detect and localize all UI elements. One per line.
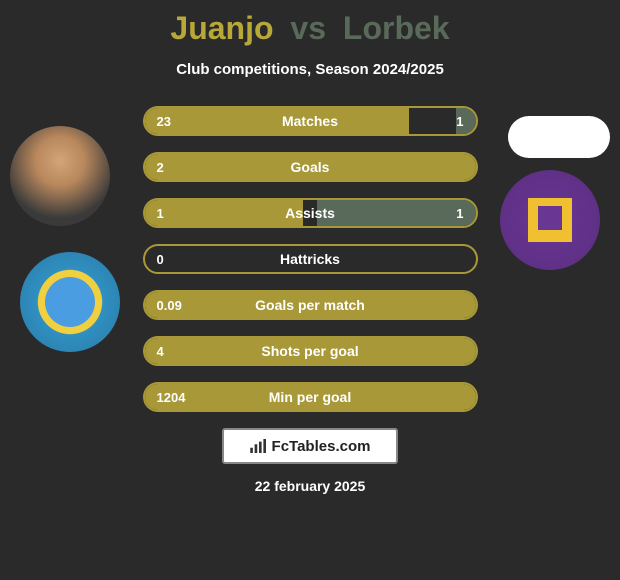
stat-value-left: 0.09: [157, 298, 182, 313]
stat-row: 1204 Min per goal: [143, 382, 478, 412]
stat-fill-left: [145, 108, 410, 134]
stat-value-left: 1: [157, 206, 164, 221]
stat-row: 0 Hattricks: [143, 244, 478, 274]
subtitle: Club competitions, Season 2024/2025: [0, 61, 620, 78]
club-badge-inner: [528, 198, 572, 242]
stat-value-left: 2: [157, 160, 164, 175]
stat-label: Hattricks: [280, 251, 340, 267]
brand-logo: FcTables.com: [222, 428, 398, 464]
player1-name: Juanjo: [170, 10, 273, 46]
stat-row: 0.09 Goals per match: [143, 290, 478, 320]
stat-label: Goals per match: [255, 297, 365, 313]
vs-text: vs: [290, 10, 326, 46]
stat-label: Min per goal: [269, 389, 351, 405]
player2-club-badge: [500, 170, 600, 270]
player2-avatar: [508, 116, 610, 158]
stat-row: 2 Goals: [143, 152, 478, 182]
stat-row: 1 1 Assists: [143, 198, 478, 228]
comparison-title: Juanjo vs Lorbek: [0, 0, 620, 47]
stat-value-left: 1204: [157, 390, 186, 405]
club-badge-inner: [45, 277, 95, 327]
stat-label: Assists: [285, 205, 335, 221]
stats-container: 23 1 Matches 2 Goals 1 1 Assists 0 Hattricks 0.09 G…: [143, 106, 478, 412]
stat-row: 4 Shots per goal: [143, 336, 478, 366]
stat-fill-right: [317, 200, 476, 226]
stat-value-left: 4: [157, 344, 164, 359]
stat-value-left: 23: [157, 114, 171, 129]
stat-value-right: 1: [456, 206, 463, 221]
footer-date: 22 february 2025: [0, 478, 620, 494]
stat-row: 23 1 Matches: [143, 106, 478, 136]
chart-icon: [250, 439, 268, 453]
player1-club-badge: [20, 252, 120, 352]
brand-text: FcTables.com: [272, 438, 371, 455]
stat-value-right: 1: [456, 114, 463, 129]
player2-name: Lorbek: [343, 10, 450, 46]
stat-label: Shots per goal: [261, 343, 358, 359]
stat-fill-left: [145, 200, 304, 226]
stat-label: Goals: [291, 159, 330, 175]
player1-avatar: [10, 126, 110, 226]
stat-value-left: 0: [157, 252, 164, 267]
stat-label: Matches: [282, 113, 338, 129]
